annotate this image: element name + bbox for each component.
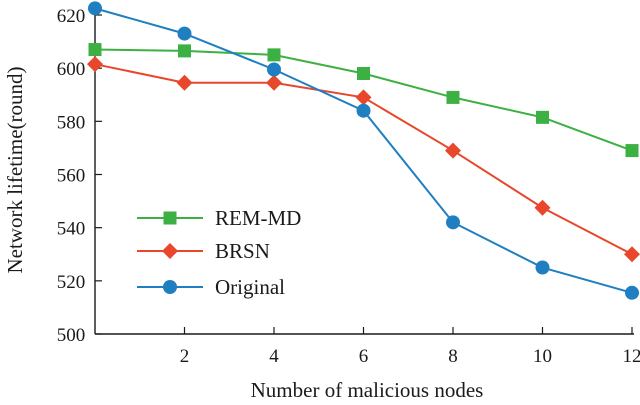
legend-marker [163, 211, 177, 225]
legend-label: REM-MD [215, 206, 301, 230]
data-point [88, 1, 102, 16]
data-point [267, 62, 281, 77]
data-point [624, 246, 640, 263]
data-point [178, 44, 191, 58]
legend-marker [162, 243, 178, 259]
series-rem-md [88, 43, 639, 158]
data-point [534, 199, 551, 216]
data-point [445, 142, 461, 159]
data-point [266, 74, 282, 91]
x-tick-label: 2 [180, 346, 190, 367]
data-point [267, 48, 281, 62]
x-tick-label: 8 [448, 346, 458, 367]
series-brsn [87, 56, 640, 263]
data-point [625, 144, 639, 158]
y-tick-label: 500 [57, 325, 86, 346]
data-point [625, 285, 639, 300]
data-point [446, 215, 460, 230]
y-ticks: 500 520 540 560 580 600 620 [57, 6, 102, 346]
y-tick-label: 520 [57, 272, 86, 293]
data-point [87, 56, 103, 73]
data-point [176, 74, 193, 91]
x-axis-title: Number of malicious nodes [251, 378, 484, 402]
y-tick-label: 560 [57, 166, 86, 187]
data-point [355, 89, 372, 106]
y-axis-title: Network lifetime(round) [3, 66, 27, 273]
data-point [536, 110, 549, 124]
legend-item: Original [137, 275, 285, 299]
data-point [88, 43, 102, 57]
x-tick-label: 10 [533, 346, 552, 367]
x-ticks: 2 4 6 8 10 12 [180, 327, 640, 367]
legend-marker [163, 280, 177, 294]
x-tick-label: 6 [359, 346, 369, 367]
data-point [357, 66, 370, 80]
axes: 2 4 6 8 10 12 500 520 540 560 580 600 620 [57, 5, 640, 367]
data-point [446, 90, 460, 104]
data-point [177, 26, 192, 41]
x-tick-label: 12 [623, 346, 640, 367]
y-tick-label: 580 [57, 112, 86, 133]
legend-label: Original [215, 275, 285, 299]
x-tick-label: 4 [269, 346, 279, 367]
series-original [88, 1, 639, 300]
legend: REM-MD BRSN Original [137, 206, 301, 299]
y-tick-label: 620 [57, 6, 86, 27]
series-layer [87, 1, 640, 300]
data-point [356, 103, 371, 118]
data-point [535, 260, 550, 275]
legend-item: BRSN [137, 239, 270, 263]
y-tick-label: 600 [57, 59, 86, 80]
legend-label: BRSN [215, 239, 270, 263]
legend-item: REM-MD [137, 206, 301, 230]
y-tick-label: 540 [57, 219, 86, 240]
